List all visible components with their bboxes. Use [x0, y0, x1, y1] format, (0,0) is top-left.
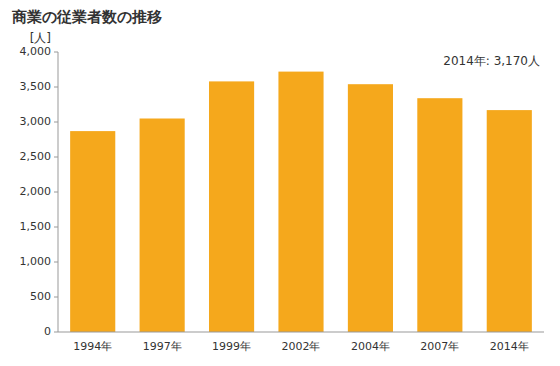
y-tick — [54, 52, 58, 53]
x-tick-label: 1999年 — [212, 340, 251, 353]
y-axis-label: [人] — [30, 31, 51, 45]
bar — [140, 119, 185, 333]
y-axis: 0 500 1,000 1,500 2,000 2,500 3,000 3,500 4,000 — [20, 45, 59, 338]
y-tick — [54, 122, 58, 123]
bar — [487, 110, 532, 332]
y-tick-label: 3,500 — [20, 80, 52, 93]
x-tick-label: 2004年 — [351, 340, 390, 353]
title: 商業の従業者数の推移 — [11, 8, 162, 26]
chart: 0 500 1,000 1,500 2,000 2,500 3,000 3,500 4,000 1… — [0, 0, 560, 366]
x-axis-line — [58, 332, 544, 333]
y-tick — [54, 297, 58, 298]
x-tick-label: 2014年 — [490, 340, 529, 353]
y-axis-line — [58, 52, 59, 332]
bar — [348, 84, 393, 332]
x-tick-label: 2007年 — [420, 340, 459, 353]
y-tick-label: 3,000 — [20, 115, 52, 128]
bar — [417, 98, 462, 332]
annotation: 2014年: 3,170人 — [443, 54, 540, 68]
y-tick-label: 2,500 — [20, 150, 52, 163]
y-tick-label: 4,000 — [20, 45, 52, 58]
y-tick-label: 1,000 — [20, 255, 52, 268]
y-tick — [54, 332, 58, 333]
x-tick-label: 2002年 — [282, 340, 321, 353]
bar — [70, 131, 115, 332]
bar — [209, 81, 254, 332]
y-tick — [54, 262, 58, 263]
y-tick — [54, 192, 58, 193]
y-tick-label: 1,500 — [20, 220, 52, 233]
bars — [70, 72, 532, 332]
y-tick — [54, 227, 58, 228]
y-tick-label: 0 — [44, 325, 51, 338]
bar — [278, 72, 323, 332]
x-tick-label: 1997年 — [143, 340, 182, 353]
x-axis: 1994年 1997年 1999年 2002年 2004年 2007年 2014年 — [58, 332, 544, 353]
x-tick-label: 1994年 — [73, 340, 112, 353]
y-tick — [54, 87, 58, 88]
y-tick-label: 500 — [30, 290, 51, 303]
y-tick-label: 2,000 — [20, 185, 52, 198]
chart-container: 0 500 1,000 1,500 2,000 2,500 3,000 3,500 4,000 1… — [0, 0, 560, 366]
y-tick — [54, 157, 58, 158]
